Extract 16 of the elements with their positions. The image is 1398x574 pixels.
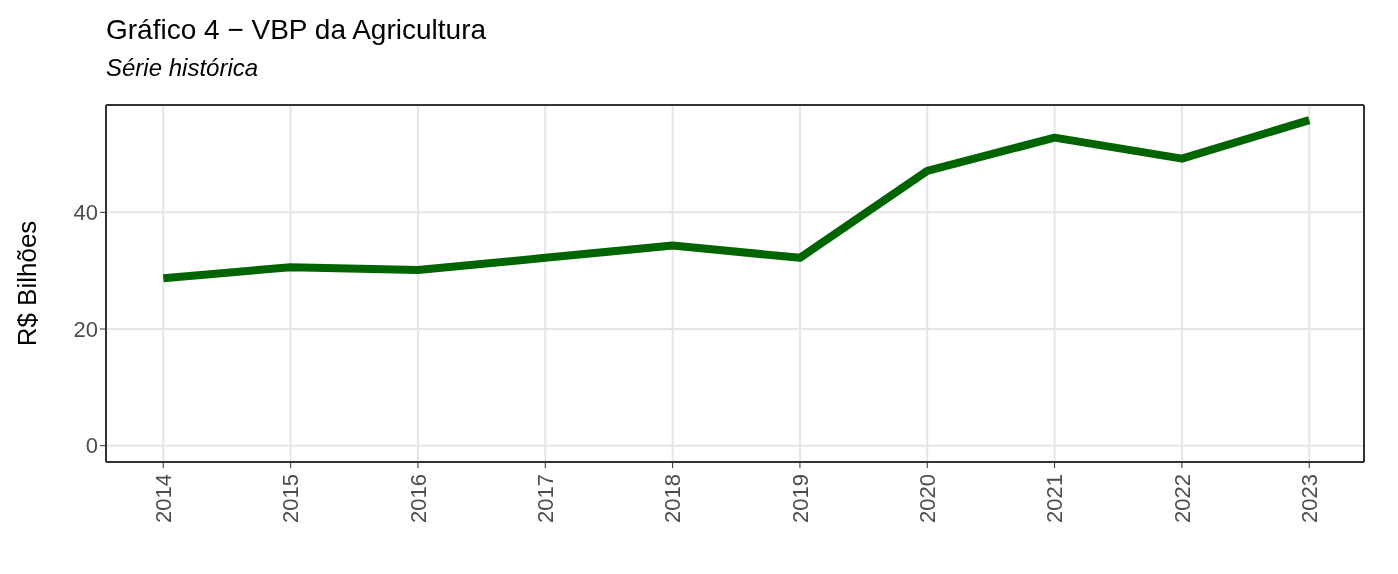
x-tick-label: 2017 [532,474,558,523]
x-tick-label: 2016 [405,474,431,523]
y-tick-label: 40 [73,200,98,226]
x-tick-label: 2020 [914,474,940,523]
chart-subtitle: Série histórica [106,54,260,82]
x-tick-label: 2021 [1042,474,1068,523]
y-axis-title: R$ Bilhões [12,220,43,347]
x-tick-label: 2014 [150,474,176,523]
y-tick-label: 20 [73,316,98,342]
x-tick-label: 2015 [278,474,304,523]
x-tick-label: 2022 [1169,474,1195,523]
chart-title: Gráfico 4 − VBP da Agricultura [106,14,488,46]
y-tick-label: 0 [85,433,98,459]
x-tick-label: 2019 [787,474,813,523]
x-tick-label: 2018 [660,474,686,523]
x-tick-label: 2023 [1296,474,1322,523]
